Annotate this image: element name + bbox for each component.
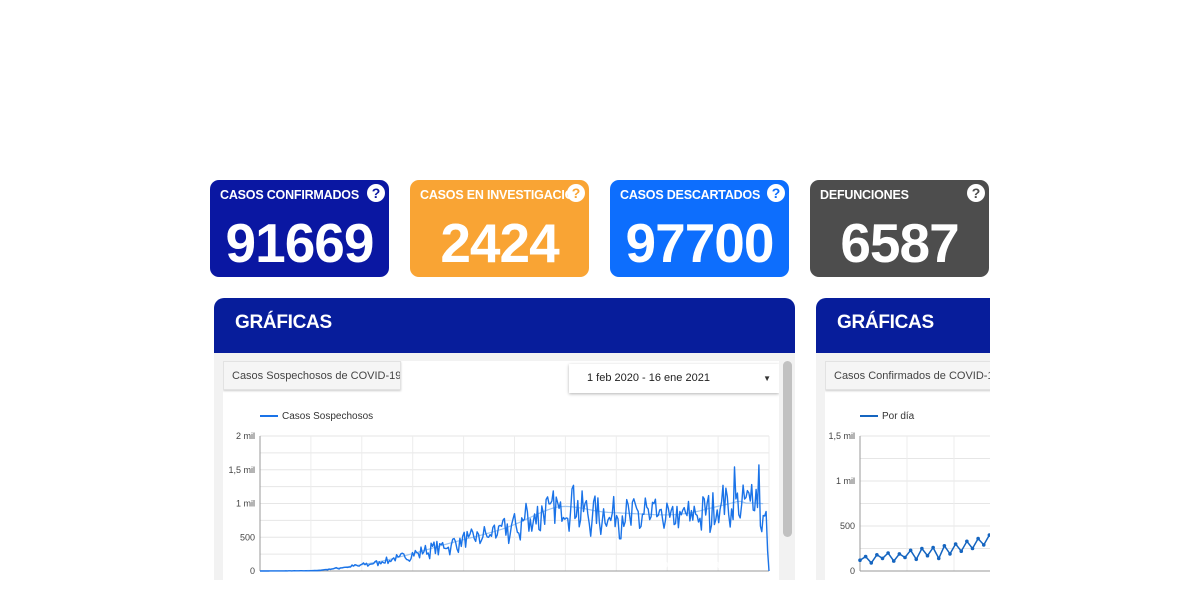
report-title: Casos Sospechosos de COVID-19	[223, 361, 401, 390]
stat-value: 91669	[225, 212, 375, 274]
stat-value: 97700	[625, 212, 775, 274]
stat-value: 2424	[440, 212, 559, 274]
data-point	[858, 558, 862, 562]
data-point	[914, 557, 919, 562]
series-line-suspected	[260, 464, 770, 572]
suspected-cases-chart[interactable]: 0 500 1 mil 1,5 mil 2 mil Google Data Studio	[223, 361, 779, 580]
data-point	[965, 539, 969, 544]
data-point	[903, 555, 907, 560]
charts-panel-suspected: GRÁFICAS Casos Sospechosos de COVID-19 1…	[214, 298, 795, 580]
y-tick-label: 2 mil	[236, 431, 255, 441]
data-point	[925, 553, 930, 558]
charts-panel-confirmed: GRÁFICAS Casos Confirmados de COVID-19 P…	[816, 298, 990, 580]
data-point	[976, 536, 980, 541]
report-canvas: Casos Sospechosos de COVID-19 1 feb 2020…	[223, 361, 779, 580]
date-range-value: 1 feb 2020 - 16 ene 2021	[587, 372, 710, 384]
date-range-selector[interactable]: 1 feb 2020 - 16 ene 2021 ▼	[569, 364, 779, 393]
y-tick-label: 500	[240, 532, 255, 542]
stat-card-confirmed: CASOS CONFIRMADOS ? 91669	[210, 180, 389, 277]
legend-line-swatch	[860, 415, 878, 418]
y-tick-label: 0	[850, 566, 855, 576]
legend-line-swatch	[260, 415, 278, 418]
legend-label: Por día	[882, 411, 915, 422]
data-point	[920, 546, 924, 551]
data-point	[970, 546, 975, 551]
data-point	[875, 553, 879, 557]
y-tick-label: 1 mil	[836, 476, 855, 486]
panel-header: GRÁFICAS	[214, 298, 795, 353]
data-point	[981, 543, 986, 547]
google-data-studio-watermark: Google Data Studio	[652, 557, 757, 571]
embedded-report: Casos Confirmados de COVID-19 Por día 0 5…	[816, 353, 990, 580]
stat-card-investigation: CASOS EN INVESTIGACIÓN ? 2424	[410, 180, 589, 277]
stat-card-discarded: CASOS DESCARTADOS ? 97700	[610, 180, 789, 277]
question-circle-icon[interactable]: ?	[967, 184, 985, 202]
stat-card-deaths: DEFUNCIONES ? 6587	[810, 180, 989, 277]
data-point	[880, 556, 885, 561]
stat-label: CASOS EN INVESTIGACIÓN	[420, 188, 583, 202]
panel-title: GRÁFICAS	[235, 312, 332, 333]
chevron-down-icon: ▼	[763, 374, 771, 383]
question-circle-icon[interactable]: ?	[767, 184, 785, 202]
data-point	[936, 556, 941, 561]
report-canvas: Casos Confirmados de COVID-19 Por día 0 5…	[825, 361, 990, 580]
data-point	[863, 554, 868, 559]
data-point	[891, 559, 896, 563]
y-tick-label: 1,5 mil	[228, 465, 255, 475]
stat-label: CASOS CONFIRMADOS	[220, 188, 359, 202]
legend-label: Casos Sospechosos	[282, 411, 374, 422]
data-point	[959, 549, 964, 553]
y-tick-label: 1 mil	[236, 499, 255, 509]
embedded-report: Casos Sospechosos de COVID-19 1 feb 2020…	[214, 353, 795, 580]
stat-value: 6587	[840, 212, 959, 274]
report-title: Casos Confirmados de COVID-19	[825, 361, 990, 390]
data-point	[948, 552, 952, 556]
data-point	[953, 542, 958, 546]
data-point	[987, 533, 990, 537]
confirmed-cases-chart[interactable]: 0 500 1 mil 1,5 mil	[825, 361, 990, 580]
data-point	[897, 552, 902, 556]
panel-header: GRÁFICAS	[816, 298, 990, 353]
data-point	[942, 544, 947, 548]
question-circle-icon[interactable]: ?	[367, 184, 385, 202]
panel-title: GRÁFICAS	[837, 312, 934, 333]
data-point	[908, 548, 913, 553]
y-tick-label: 0	[250, 566, 255, 576]
stat-label: CASOS DESCARTADOS	[620, 188, 761, 202]
data-point	[886, 551, 890, 555]
chart-legend[interactable]: Por día	[860, 411, 914, 422]
stat-label: DEFUNCIONES	[820, 188, 909, 202]
question-circle-icon[interactable]: ?	[567, 184, 585, 202]
chart-legend[interactable]: Casos Sospechosos	[260, 411, 373, 422]
y-tick-label: 500	[840, 521, 855, 531]
data-point	[931, 545, 935, 550]
y-tick-label: 1,5 mil	[828, 431, 855, 441]
data-point	[869, 561, 874, 565]
vertical-scrollbar[interactable]	[783, 361, 792, 537]
